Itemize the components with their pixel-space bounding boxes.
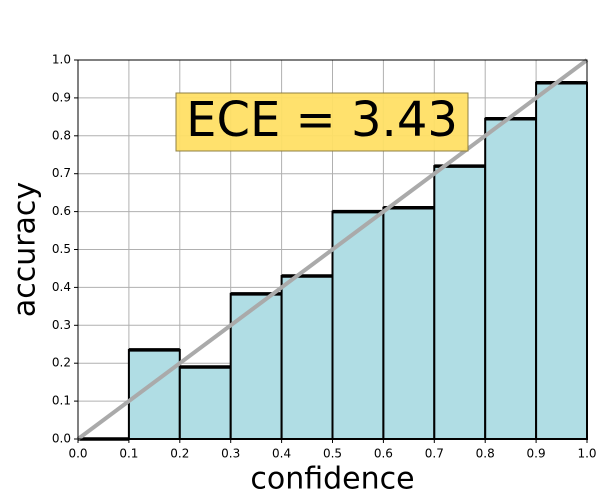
plot-frame [77, 59, 588, 440]
y-tick-label: 0.6 [52, 204, 71, 218]
bar [433, 165, 487, 440]
y-tick-label: 0.1 [52, 394, 71, 408]
x-tick-label: 0.9 [527, 447, 546, 461]
y-tick-label: 0.2 [52, 356, 71, 370]
x-tick-label: 0.4 [272, 447, 291, 461]
x-tick-label: 0.7 [425, 447, 444, 461]
y-tick-label: 0.9 [52, 90, 71, 104]
annotation: ECE = 3.43 [186, 92, 458, 148]
y-axis-label: accuracy [8, 182, 43, 317]
annotation-box [175, 92, 469, 152]
bar [535, 81, 588, 441]
bar [280, 275, 334, 440]
identity-line [76, 58, 589, 441]
x-tick-label: 0.2 [170, 447, 189, 461]
x-tick-label: 1.0 [577, 447, 596, 461]
x-tick-label: 0.5 [323, 447, 342, 461]
x-tick-label: 0.0 [68, 447, 87, 461]
y-tick-label: 1.0 [52, 53, 71, 67]
bar [178, 365, 232, 440]
x-axis-label: confidence [250, 462, 414, 495]
bar [484, 117, 538, 441]
x-tick-label: 0.3 [221, 447, 240, 461]
y-tick-label: 0.7 [52, 166, 71, 180]
y-tick-label: 0.5 [52, 242, 71, 256]
y-tick-label: 0.0 [52, 432, 71, 446]
x-tick-label: 0.1 [119, 447, 138, 461]
bar [382, 206, 436, 440]
y-tick-label: 0.8 [52, 128, 71, 142]
x-tick-label: 0.6 [374, 447, 393, 461]
bar [229, 292, 283, 440]
y-tick-label: 0.3 [52, 318, 71, 332]
y-tick-label: 0.4 [52, 280, 71, 294]
x-tick-label: 0.8 [476, 447, 495, 461]
